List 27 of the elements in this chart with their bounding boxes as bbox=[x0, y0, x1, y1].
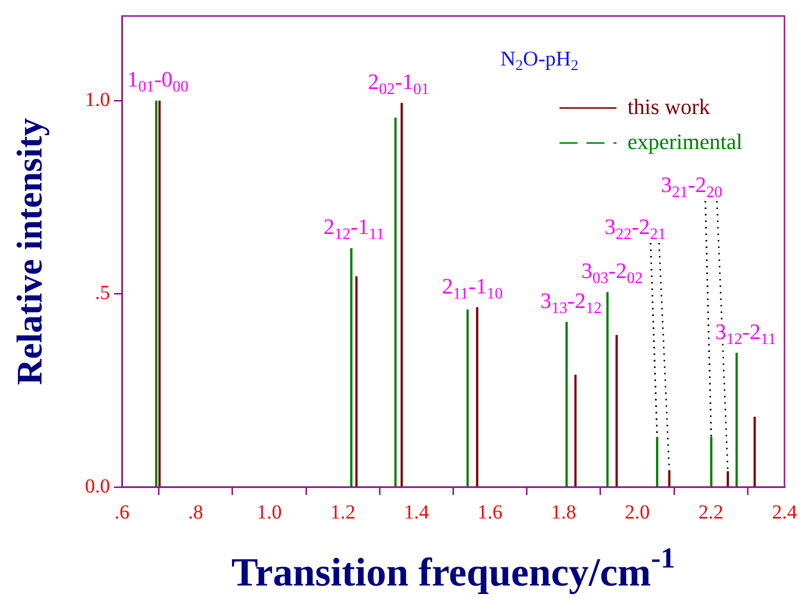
bar bbox=[710, 436, 712, 487]
bar bbox=[668, 470, 670, 487]
bar bbox=[656, 436, 658, 487]
legend-label: this work bbox=[628, 94, 710, 119]
legend-label: experimental bbox=[628, 128, 742, 154]
x-tick-label: .6 bbox=[114, 501, 130, 524]
y-axis-title: Relative intensity bbox=[9, 118, 50, 385]
bar bbox=[726, 471, 729, 487]
bar bbox=[155, 100, 158, 487]
y-tick-label: 0.0 bbox=[85, 475, 110, 498]
bar bbox=[736, 352, 738, 487]
x-tick-label: 1.0 bbox=[256, 501, 282, 524]
bar bbox=[400, 102, 403, 487]
bar bbox=[616, 334, 618, 487]
x-tick-label: 1.2 bbox=[330, 501, 356, 524]
x-tick-label: .8 bbox=[188, 501, 204, 524]
x-tick-label: 1.6 bbox=[478, 501, 503, 524]
bar bbox=[350, 248, 352, 487]
x-tick-label: 2.4 bbox=[772, 501, 797, 524]
x-tick-label: 1.8 bbox=[551, 501, 576, 524]
bar bbox=[754, 416, 756, 487]
x-tick-label: 1.4 bbox=[404, 501, 429, 524]
x-tick-label: 2.2 bbox=[698, 501, 724, 524]
x-tick-label: 2.0 bbox=[624, 501, 650, 524]
y-tick-label: .5 bbox=[95, 282, 110, 304]
bar bbox=[476, 307, 478, 487]
y-tick-label: 1.0 bbox=[85, 89, 110, 112]
